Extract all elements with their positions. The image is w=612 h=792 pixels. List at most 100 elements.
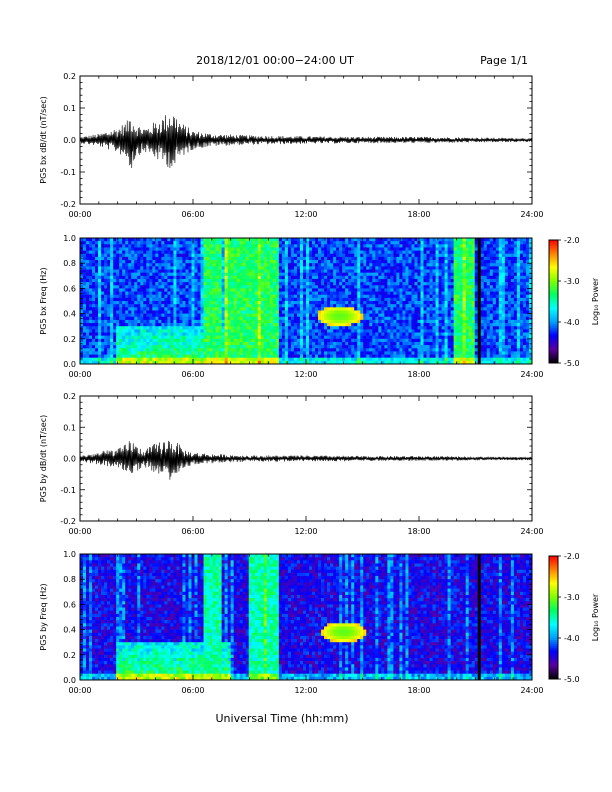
spectrogram-cell — [131, 294, 135, 299]
spectrogram-cell — [233, 345, 237, 349]
spectrogram-cell — [257, 301, 262, 305]
spectrogram-cell — [119, 335, 123, 340]
spectrogram-cell — [272, 272, 277, 277]
spectrogram-cell — [263, 266, 268, 270]
spectrogram-cell — [393, 250, 397, 255]
spectrogram-cell — [296, 326, 301, 330]
spectrogram-cell — [284, 348, 289, 352]
spectrogram-cell — [218, 238, 222, 242]
spectrogram-cell — [218, 288, 222, 292]
spectrogram-cell — [321, 329, 325, 333]
spectrogram-cell — [384, 351, 388, 355]
spectrogram-cell — [179, 323, 183, 327]
spectrogram-cell — [215, 329, 219, 333]
spectrogram-cell — [399, 329, 403, 333]
spectrogram-cell — [299, 332, 304, 336]
spectrogram-cell — [324, 253, 328, 258]
spectrogram-cell — [348, 244, 352, 248]
spectrogram-cell — [275, 282, 280, 286]
spectrogram-cell — [242, 285, 247, 289]
spectrogram-cell — [155, 263, 159, 267]
spectrogram-cell — [426, 250, 430, 255]
spectrogram-cell — [281, 247, 286, 251]
spectrogram-cell — [405, 351, 409, 355]
spectrogram-cell — [134, 275, 138, 280]
spectrogram-cell — [315, 256, 319, 261]
spectrogram-cell — [339, 319, 343, 324]
spectrogram-cell — [269, 253, 274, 258]
spectrogram-cell — [302, 282, 307, 286]
spectrogram-cell — [152, 238, 156, 242]
spectrogram-cell — [119, 288, 123, 292]
spectrogram-cell — [402, 323, 406, 327]
spectrogram-cell — [426, 323, 430, 327]
spectrogram-cell — [387, 326, 391, 330]
spectrogram-cell — [327, 338, 331, 343]
spectrogram-cell — [339, 241, 343, 245]
spectrogram-cell — [444, 310, 448, 314]
spectrogram-cell — [333, 301, 337, 305]
spectrogram-cell — [306, 294, 310, 299]
spectrogram-cell — [215, 250, 219, 255]
spectrogram-cell — [342, 316, 346, 321]
spectrogram-cell — [263, 316, 268, 321]
spectrogram-cell — [318, 310, 322, 314]
spectrogram-cell — [272, 313, 277, 318]
spectrogram-cell — [315, 278, 319, 283]
spectrogram-cell — [161, 275, 165, 280]
spectrogram-cell — [185, 357, 189, 362]
spectrogram-cell — [384, 294, 388, 299]
spectrogram-cell — [95, 241, 99, 245]
spectrogram-cell — [399, 288, 403, 292]
spectrogram-cell — [360, 332, 364, 336]
spectrogram-cell — [390, 250, 394, 255]
spectrogram-cell — [266, 253, 271, 258]
spectrogram-cell — [296, 329, 301, 333]
spectrogram-cell — [375, 304, 379, 308]
spectrogram-cell — [363, 313, 367, 318]
spectrogram-cell — [339, 354, 343, 358]
spectrogram-cell — [221, 241, 225, 245]
spectrogram-cell — [333, 329, 337, 333]
spectrogram-cell — [251, 275, 256, 280]
spectrogram-cell — [402, 357, 406, 362]
spectrogram-cell — [366, 332, 370, 336]
spectrogram-cell — [188, 266, 192, 270]
spectrogram-cell — [254, 285, 259, 289]
spectrogram-cell — [411, 291, 415, 295]
spectrogram-cell — [191, 316, 195, 321]
spectrogram-cell — [104, 294, 108, 299]
spectrogram-cell — [435, 288, 439, 292]
spectrogram-cell — [363, 332, 367, 336]
spectrogram-cell — [89, 278, 93, 283]
spectrogram-cell — [375, 338, 379, 343]
spectrogram-cell — [92, 360, 96, 365]
spectrogram-cell — [245, 310, 250, 314]
spectrogram-cell — [128, 275, 132, 280]
spectrogram-cell — [306, 275, 310, 280]
spectrogram-cell — [149, 329, 153, 333]
spectrogram-cell — [251, 263, 256, 267]
spectrogram-cell — [348, 253, 352, 258]
spectrogram-cell — [293, 282, 298, 286]
spectrogram-cell — [221, 351, 225, 355]
spectrogram-cell — [80, 301, 84, 305]
spectrogram-cell — [293, 307, 298, 311]
spectrogram-cell — [336, 301, 340, 305]
spectrogram-cell — [242, 316, 247, 321]
spectrogram-cell — [119, 250, 123, 255]
spectrogram-cell — [107, 332, 111, 336]
spectrogram-cell — [80, 285, 84, 289]
spectrogram-cell — [390, 354, 394, 358]
spectrogram-cell — [233, 250, 237, 255]
spectrogram-cell — [251, 282, 256, 286]
spectrogram-cell — [146, 338, 150, 343]
spectrogram-cell — [284, 313, 289, 318]
spectrogram-cell — [164, 294, 168, 299]
spectrogram-cell — [257, 275, 262, 280]
spectrogram-cell — [188, 260, 192, 264]
spectrogram-cell — [306, 338, 310, 343]
spectrogram-cell — [390, 291, 394, 295]
spectrogram-cell — [107, 294, 111, 299]
spectrogram-cell — [116, 326, 120, 330]
